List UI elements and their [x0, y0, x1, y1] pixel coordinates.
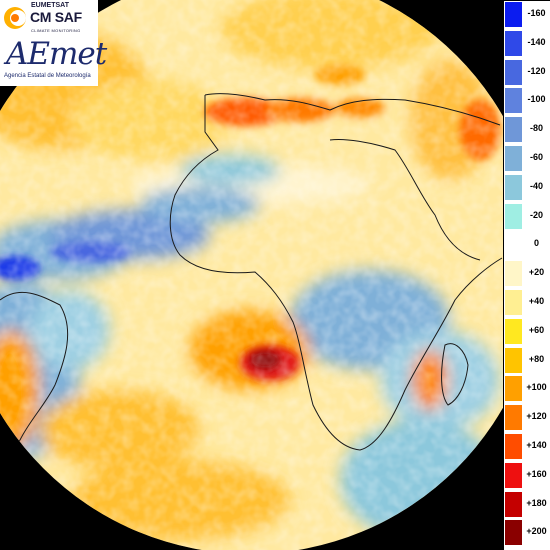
- colorbar-swatch: [505, 318, 522, 344]
- coastlines: [0, 93, 503, 451]
- colorbar-step: -120: [504, 59, 550, 85]
- colorbar-step: -80: [504, 116, 550, 143]
- colorbar-step: +180: [504, 491, 550, 517]
- colorbar-step: +120: [504, 404, 550, 431]
- colorbar-label: +120: [526, 411, 547, 422]
- colorbar-swatch: [505, 59, 522, 85]
- colorbar-label: +60: [528, 324, 545, 335]
- colorbar-swatch: [505, 405, 522, 431]
- logo-panel: EUMETSAT CM SAF CLIMATE MONITORING AEmet…: [0, 0, 107, 86]
- colorbar-swatch: [505, 347, 522, 373]
- colorbar-swatch: [505, 491, 522, 517]
- colorbar-label: -160: [527, 8, 546, 18]
- colorbar-step: -40: [504, 174, 550, 200]
- colorbar-swatch: [505, 232, 522, 258]
- colorbar-swatch: [505, 203, 522, 229]
- aemet-logo: AEmet: [6, 36, 107, 72]
- colorbar-label: +100: [526, 382, 547, 393]
- colorbar-swatch: [505, 462, 522, 488]
- colorbar-swatch: [505, 290, 522, 315]
- colorbar-label: +80: [528, 353, 545, 364]
- colorbar-step: +20: [504, 260, 550, 287]
- colorbar-swatch: [505, 261, 522, 287]
- colorbar-swatch: [505, 146, 522, 171]
- colorbar-step: +60: [504, 318, 550, 344]
- colorbar-label: +160: [526, 468, 547, 479]
- earth-disk: [0, 0, 503, 550]
- colorbar-swatch: [505, 520, 522, 546]
- cmsaf-logo-icon: [4, 7, 26, 29]
- colorbar-label: +180: [526, 497, 547, 508]
- anomaly-map: EUMETSAT CM SAF CLIMATE MONITORING AEmet…: [0, 0, 503, 550]
- eumetsat-label: EUMETSAT: [31, 2, 69, 9]
- colorbar-step: -140: [504, 30, 550, 56]
- colorbar-label: 0: [533, 238, 539, 249]
- colorbar-label: -120: [527, 65, 546, 76]
- colorbar-step: +200: [504, 519, 550, 546]
- colorbar-swatch: [505, 376, 522, 402]
- colorbar-step: +80: [504, 347, 550, 373]
- colorbar-step: +140: [504, 433, 550, 459]
- aemet-subtitle: Agencia Estatal de Meteorología: [4, 73, 91, 79]
- colorbar-legend: -160 -140 -120 -100 -80 -60 -40 -20 0 +20 +40 +60 +8…: [504, 1, 550, 550]
- colorbar-step: +40: [504, 289, 550, 315]
- colorbar-step: +160: [504, 462, 550, 488]
- colorbar-label: -140: [527, 36, 546, 47]
- colorbar-step: -160: [504, 1, 550, 27]
- texture-overlay: [0, 0, 503, 550]
- colorbar-label: -80: [529, 123, 543, 134]
- colorbar-swatch: [505, 30, 522, 56]
- colorbar-label: -100: [527, 94, 546, 105]
- cmsaf-subtitle: CLIMATE MONITORING: [31, 28, 81, 33]
- colorbar-step: -60: [504, 145, 550, 171]
- colorbar-step: 0: [504, 231, 550, 258]
- cmsaf-label: CM SAF: [30, 9, 82, 25]
- colorbar-label: -40: [529, 180, 543, 191]
- colorbar-step: +100: [504, 375, 550, 402]
- colorbar-swatch: [505, 434, 522, 459]
- colorbar-label: +40: [528, 296, 545, 306]
- colorbar-label: -20: [529, 209, 543, 220]
- colorbar-swatch: [505, 117, 522, 143]
- colorbar-step: -100: [504, 87, 550, 114]
- colorbar-swatch: [505, 88, 522, 114]
- colorbar-label: +200: [526, 526, 547, 537]
- colorbar-swatch: [505, 2, 522, 27]
- colorbar-label: -60: [529, 152, 543, 162]
- colorbar-label: +20: [528, 267, 545, 278]
- colorbar-label: +140: [526, 440, 547, 450]
- colorbar-step: -20: [504, 203, 550, 229]
- colorbar-swatch: [505, 174, 522, 200]
- anomaly-map-canvas: [0, 0, 503, 550]
